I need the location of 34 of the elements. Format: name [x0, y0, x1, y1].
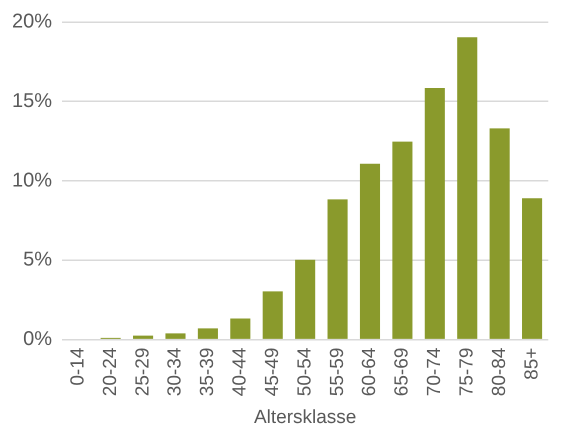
x-tick-label: 55-59 [326, 348, 348, 396]
x-tick-label: 60-64 [359, 347, 380, 396]
x-tick-label: 50-54 [294, 347, 316, 396]
bar [165, 333, 186, 339]
bar [522, 198, 542, 339]
bar [198, 328, 218, 339]
x-tick-label: 40-44 [230, 347, 251, 396]
bar [262, 291, 283, 339]
y-tick-label: 20% [12, 10, 52, 33]
x-tick-label: 30-34 [164, 347, 186, 396]
x-tick-label: 25-29 [132, 348, 154, 396]
y-tick-label: 5% [23, 248, 52, 271]
x-tick-label: 0-14 [67, 347, 88, 386]
x-tick-label: 35-39 [197, 348, 218, 396]
bar [392, 142, 412, 339]
bar [133, 336, 154, 339]
bar [295, 260, 316, 339]
y-tick-label: 10% [12, 169, 52, 192]
bar [328, 199, 348, 339]
x-tick-label: 20-24 [100, 347, 121, 396]
bar [424, 88, 445, 339]
x-tick-label: 70-74 [424, 347, 446, 396]
bar [457, 37, 478, 339]
x-tick-label: 75-79 [456, 348, 478, 396]
x-tick-label: 80-84 [488, 347, 510, 396]
bar [360, 164, 380, 339]
bar [230, 318, 250, 339]
x-tick-label: 45-49 [262, 348, 283, 396]
y-tick-label: 0% [23, 328, 52, 350]
x-tick-label: 85+ [521, 348, 542, 380]
bar [490, 128, 510, 339]
x-axis-title: Altersklasse [254, 406, 356, 428]
x-tick-label: 65-69 [392, 348, 413, 396]
y-tick-label: 15% [12, 90, 52, 112]
